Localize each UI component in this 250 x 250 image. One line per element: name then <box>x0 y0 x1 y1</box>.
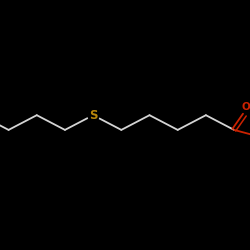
Text: S: S <box>89 109 98 122</box>
Text: O: O <box>242 102 250 112</box>
